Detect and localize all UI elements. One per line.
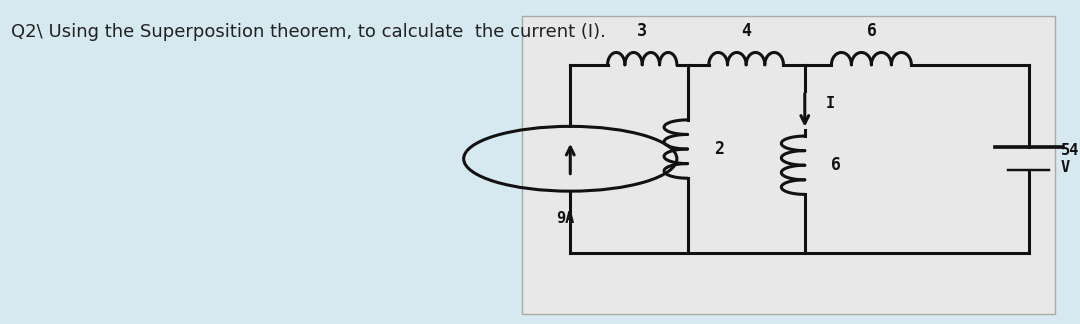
Bar	[523, 16, 1055, 314]
Text: 6: 6	[867, 22, 877, 40]
Text: 9A: 9A	[556, 211, 575, 226]
Text: 2: 2	[714, 140, 725, 158]
Text: 54
V: 54 V	[1061, 143, 1079, 175]
Text: 3: 3	[637, 22, 647, 40]
Text: 6: 6	[832, 156, 841, 174]
Text: 4: 4	[741, 22, 752, 40]
Text: Q2\ Using the Superposition theorem, to calculate  the current (I).: Q2\ Using the Superposition theorem, to …	[11, 23, 606, 41]
Text: I: I	[826, 96, 835, 111]
